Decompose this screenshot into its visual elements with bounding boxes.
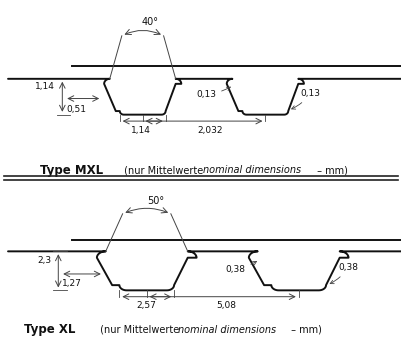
Text: Type MXL: Type MXL: [40, 164, 103, 177]
Text: (nur Mittelwerte: (nur Mittelwerte: [121, 165, 206, 175]
Text: 0,38: 0,38: [225, 261, 256, 273]
Text: 2,3: 2,3: [37, 256, 51, 265]
Text: nominal dimensions: nominal dimensions: [203, 165, 300, 175]
Text: 5,08: 5,08: [216, 301, 236, 310]
Text: 0,38: 0,38: [329, 263, 357, 284]
Text: 1,14: 1,14: [35, 82, 55, 91]
Text: 2,032: 2,032: [197, 126, 222, 135]
Text: – mm): – mm): [314, 165, 347, 175]
Text: 1,27: 1,27: [61, 279, 81, 288]
Text: 0,13: 0,13: [196, 87, 230, 99]
Text: (nur Mittelwerte: (nur Mittelwerte: [97, 325, 182, 335]
Text: 0,13: 0,13: [291, 89, 320, 109]
Text: 2,57: 2,57: [136, 301, 156, 310]
Text: Type XL: Type XL: [24, 323, 75, 336]
Text: 1,14: 1,14: [130, 126, 150, 135]
Text: 50°: 50°: [147, 196, 164, 206]
Text: – mm): – mm): [288, 325, 321, 335]
Text: nominal dimensions: nominal dimensions: [177, 325, 275, 335]
Text: 0,51: 0,51: [66, 105, 86, 114]
Text: 40°: 40°: [141, 17, 158, 27]
